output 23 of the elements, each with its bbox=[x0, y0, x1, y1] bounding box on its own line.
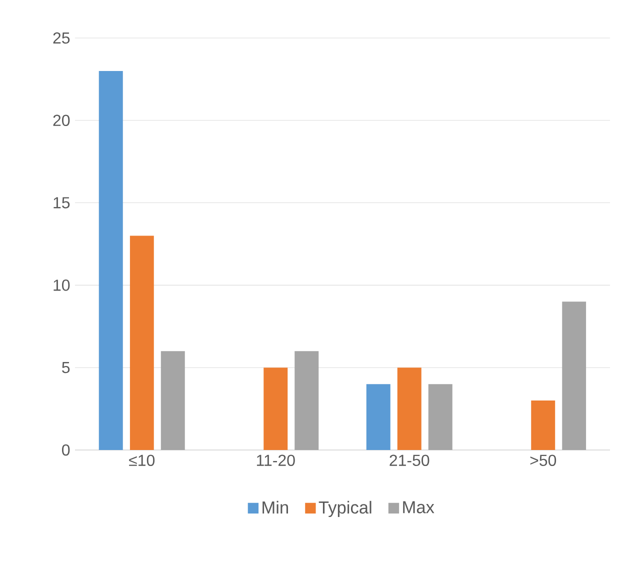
legend-label: Min bbox=[262, 500, 288, 514]
bar bbox=[130, 236, 154, 450]
y-tick-label: 20 bbox=[53, 114, 70, 126]
bar bbox=[562, 302, 586, 450]
y-tick-label: 0 bbox=[62, 444, 70, 456]
y-tick-label: 5 bbox=[62, 362, 70, 374]
bar bbox=[366, 384, 390, 450]
x-tick-label: >50 bbox=[530, 454, 556, 466]
y-tick-label: 10 bbox=[54, 280, 70, 291]
x-tick-label: ≤10 bbox=[129, 454, 155, 466]
bar bbox=[397, 368, 422, 450]
legend-label: Max bbox=[403, 501, 434, 514]
y-tick-label: 15 bbox=[54, 197, 70, 208]
x-tick-label: 11-20 bbox=[256, 454, 295, 466]
bar bbox=[428, 384, 452, 450]
x-tick-label: 21-50 bbox=[390, 454, 430, 466]
bar bbox=[531, 400, 556, 450]
bar bbox=[264, 368, 288, 450]
bar bbox=[98, 70, 123, 450]
legend-label: Typical bbox=[318, 500, 372, 518]
y-tick-label: 25 bbox=[53, 32, 70, 44]
bar bbox=[294, 351, 319, 450]
bar bbox=[160, 351, 185, 450]
